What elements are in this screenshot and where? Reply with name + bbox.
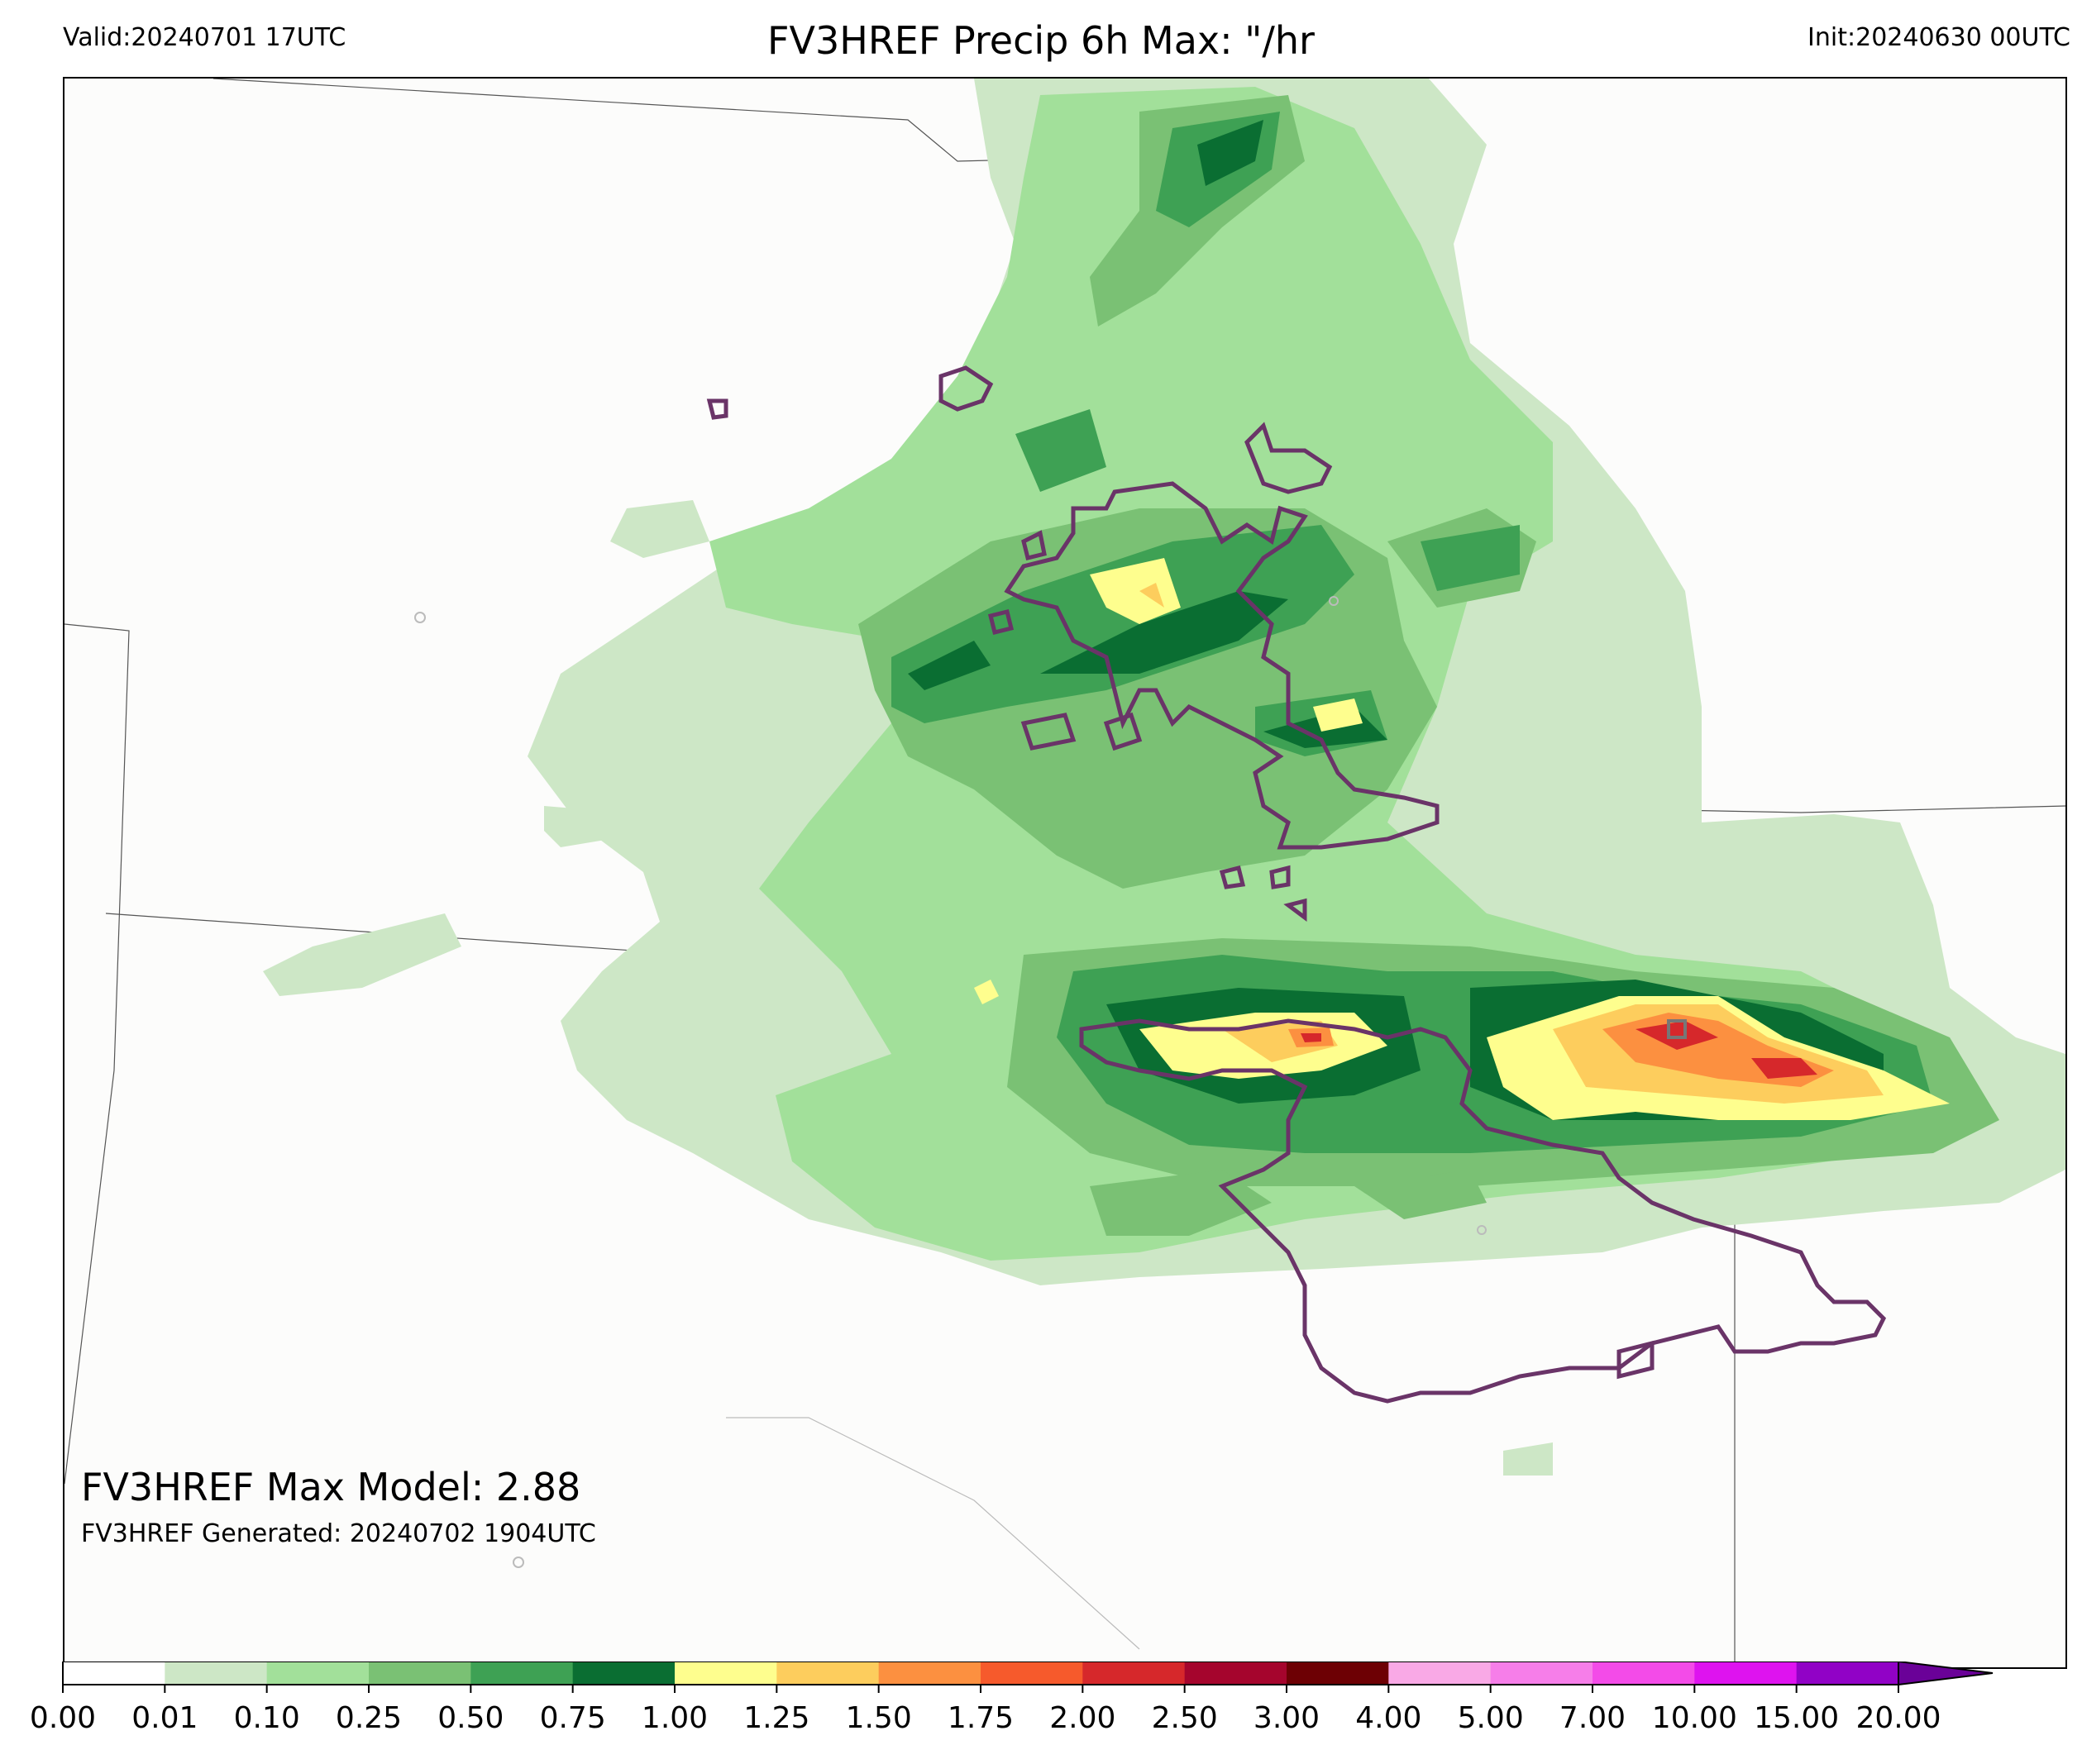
precip-area: [1139, 583, 1164, 608]
city-marker: [1477, 1225, 1487, 1235]
colorbar-segment: [470, 1661, 574, 1685]
colorbar: 0.00 0.01 0.10 0.25 0.50 0.75 1.00 1.25 1.50 1.75…: [30, 1661, 1994, 1735]
colorbar-segment: [1388, 1661, 1492, 1685]
city-markers: [414, 596, 1487, 1568]
precip-map: [64, 79, 2065, 1667]
colorbar-tick-label: 7.00: [1559, 1701, 1626, 1735]
colorbar-tick-label: 1.00: [642, 1701, 708, 1735]
colorbar-tick-label: 0.00: [30, 1701, 96, 1735]
outline-contour: [1103, 712, 1143, 751]
outline-contour: [1616, 1340, 1655, 1380]
map-panel: [63, 77, 2067, 1669]
colorbar-tick-label: 0.50: [437, 1701, 504, 1735]
colorbar-segment: [63, 1661, 165, 1685]
colorbar-segment: [1490, 1661, 1593, 1685]
colorbar-tick-label: 0.01: [131, 1701, 198, 1735]
outline-contours: [706, 365, 1887, 1404]
precip-area: [1313, 698, 1363, 732]
colorbar-segment: [776, 1661, 880, 1685]
colorbar-tick-label: 2.00: [1049, 1701, 1115, 1735]
colorbar-segment: [1694, 1661, 1798, 1685]
colorbar-segment: [1593, 1661, 1695, 1685]
colorbar-segment: [1796, 1661, 1899, 1685]
precip-area: [1197, 120, 1263, 186]
precip-area: [1354, 1170, 1487, 1219]
precip-area: [974, 980, 999, 1004]
colorbar-segment: [878, 1661, 981, 1685]
precip-area: [1421, 525, 1520, 591]
colorbar-tick-label: 1.50: [846, 1701, 912, 1735]
outline-contour: [1244, 422, 1333, 494]
colorbar-segment: [981, 1661, 1083, 1685]
valid-time-label: Valid:20240701 17UTC: [63, 23, 346, 52]
precip-area: [1636, 1021, 1718, 1050]
colorbar-tick-label: 0.10: [234, 1701, 300, 1735]
colorbar-segment: [266, 1661, 370, 1685]
outline-contour: [1020, 713, 1077, 751]
precip-area: [891, 525, 1354, 723]
outline-contour: [1004, 481, 1440, 850]
colorbar-tick-label: 4.00: [1355, 1701, 1421, 1735]
outline-contour: [1283, 898, 1307, 922]
generated-time-label: FV3HREF Generated: 20240702 1904UTC: [81, 1519, 596, 1548]
colorbar-tick-label: 3.00: [1253, 1701, 1320, 1735]
colorbar-tick-label: 1.25: [743, 1701, 809, 1735]
colorbar-tick-label: 2.50: [1152, 1701, 1218, 1735]
colorbar-segment: [369, 1661, 471, 1685]
boundary-line: [726, 1417, 1140, 1650]
outline-contour: [1219, 865, 1246, 889]
precip-area: [1503, 1442, 1553, 1476]
colorbar-segment: [675, 1661, 777, 1685]
colorbar-tick-label: 0.75: [540, 1701, 606, 1735]
precip-area: [1751, 1058, 1817, 1079]
precip-area: [544, 806, 610, 847]
precip-area: [263, 913, 461, 996]
init-time-label: Init:20240630 00UTC: [1807, 23, 2070, 52]
chart-title: FV3HREF Precip 6h Max: "/hr: [767, 18, 1315, 63]
city-marker: [513, 1557, 524, 1568]
outline-contour: [1021, 530, 1047, 561]
precip-area: [610, 500, 709, 558]
city-marker: [414, 612, 426, 623]
colorbar-tick-label: 0.25: [336, 1701, 402, 1735]
city-marker: [1329, 596, 1339, 606]
boundary-line: [64, 623, 130, 1485]
colorbar-tick-label: 20.00: [1855, 1701, 1941, 1735]
outline-contour: [1079, 1018, 1887, 1404]
precip-area: [1015, 409, 1106, 492]
colorbar-extend-arrow: [1898, 1661, 1994, 1686]
precip-area: [1090, 558, 1181, 624]
colorbar-tick-label: 10.00: [1652, 1701, 1737, 1735]
outline-contour: [1667, 1019, 1687, 1039]
colorbar-tick-label: 5.00: [1458, 1701, 1524, 1735]
precip-2.00-layer: [1301, 1021, 1817, 1079]
outline-contour: [938, 365, 994, 412]
precip-area: [908, 641, 991, 690]
colorbar-segment: [572, 1661, 676, 1685]
colorbar-segment: [1082, 1661, 1186, 1685]
colorbar-tick-label: 1.75: [948, 1701, 1014, 1735]
precip-area: [1301, 1033, 1321, 1042]
max-model-label: FV3HREF Max Model: 2.88: [81, 1465, 581, 1509]
colorbar-segment: [1287, 1661, 1389, 1685]
colorbar-segment: [165, 1661, 268, 1685]
colorbar-tick-label: 15.00: [1754, 1701, 1839, 1735]
colorbar-segment: [1184, 1661, 1287, 1685]
outline-contour: [987, 608, 1015, 636]
outline-contour: [706, 398, 728, 420]
outline-contour: [1269, 865, 1291, 889]
